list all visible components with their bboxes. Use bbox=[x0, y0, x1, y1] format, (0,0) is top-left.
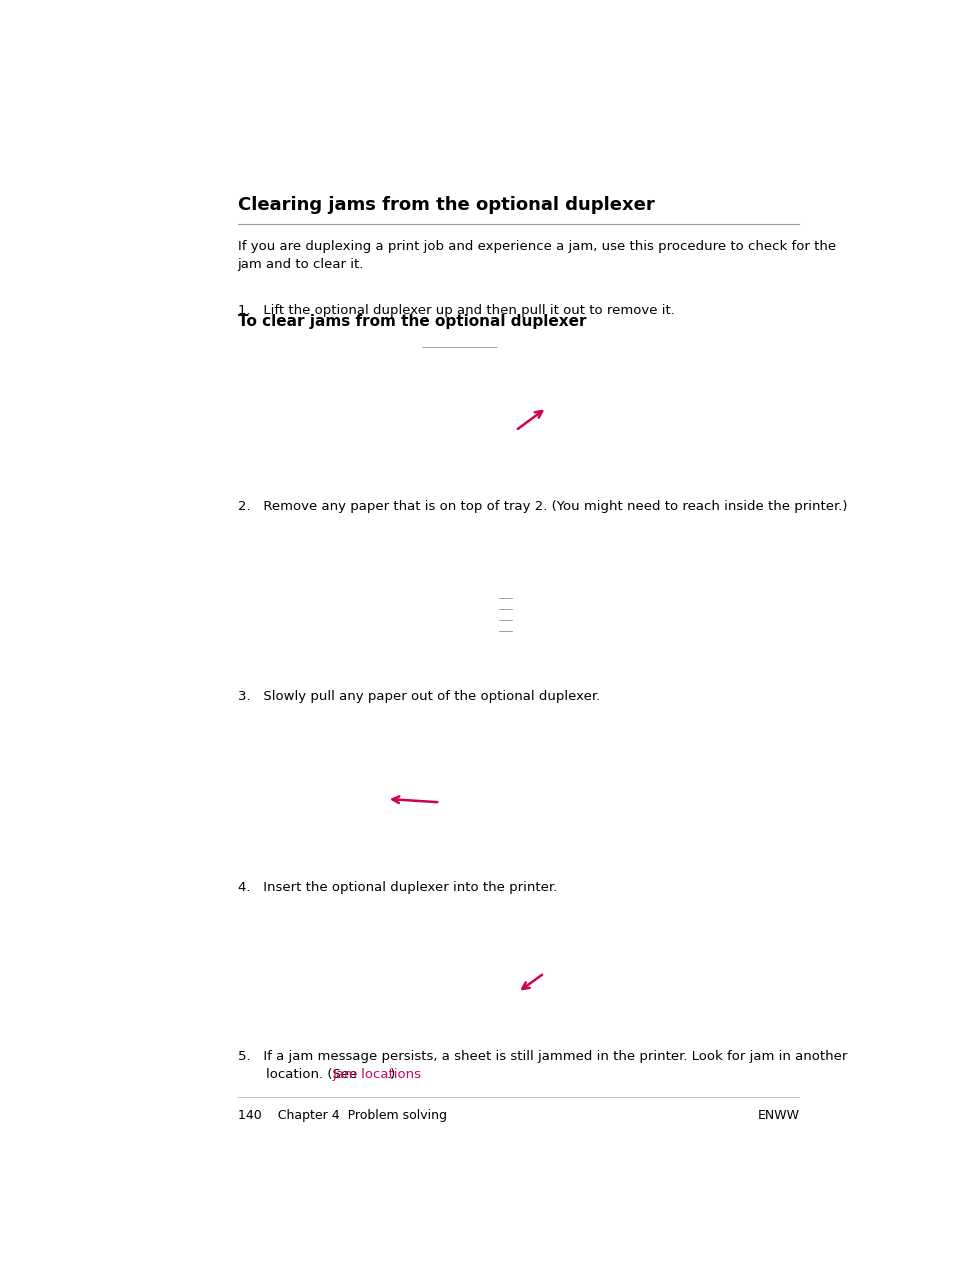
Text: 2.   Remove any paper that is on top of tray 2. (You might need to reach inside : 2. Remove any paper that is on top of tr… bbox=[237, 499, 846, 513]
FancyBboxPatch shape bbox=[355, 348, 577, 475]
Polygon shape bbox=[417, 922, 511, 1015]
Text: To clear jams from the optional duplexer: To clear jams from the optional duplexer bbox=[237, 314, 585, 329]
Polygon shape bbox=[462, 762, 551, 832]
Polygon shape bbox=[501, 418, 566, 447]
Polygon shape bbox=[511, 954, 555, 1010]
Text: .): .) bbox=[386, 1068, 395, 1081]
Polygon shape bbox=[417, 348, 511, 452]
Text: 5.   If a jam message persists, a sheet is still jammed in the printer. Look for: 5. If a jam message persists, a sheet is… bbox=[237, 1050, 846, 1063]
Text: ENWW: ENWW bbox=[757, 1109, 799, 1121]
Ellipse shape bbox=[429, 947, 480, 989]
Polygon shape bbox=[411, 556, 517, 654]
Polygon shape bbox=[551, 762, 561, 826]
Polygon shape bbox=[369, 777, 444, 795]
Text: If you are duplexing a print job and experience a jam, use this procedure to che: If you are duplexing a print job and exp… bbox=[237, 240, 835, 272]
Text: Jam locations: Jam locations bbox=[332, 1068, 420, 1081]
FancyBboxPatch shape bbox=[355, 922, 577, 1035]
Polygon shape bbox=[501, 984, 566, 1010]
Text: 140    Chapter 4  Problem solving: 140 Chapter 4 Problem solving bbox=[237, 1109, 446, 1121]
Text: 4.   Insert the optional duplexer into the printer.: 4. Insert the optional duplexer into the… bbox=[237, 881, 557, 894]
Text: location. (See: location. (See bbox=[265, 1068, 361, 1081]
Polygon shape bbox=[395, 789, 484, 818]
Polygon shape bbox=[526, 583, 558, 605]
Ellipse shape bbox=[429, 376, 480, 424]
Text: 1.   Lift the optional duplexer up and then pull it out to remove it.: 1. Lift the optional duplexer up and the… bbox=[237, 304, 674, 318]
Polygon shape bbox=[369, 803, 444, 823]
FancyBboxPatch shape bbox=[355, 742, 577, 853]
FancyBboxPatch shape bbox=[355, 546, 577, 668]
Ellipse shape bbox=[419, 582, 483, 630]
Text: Clearing jams from the optional duplexer: Clearing jams from the optional duplexer bbox=[237, 197, 654, 215]
Polygon shape bbox=[494, 593, 548, 617]
Polygon shape bbox=[511, 384, 555, 446]
Text: 3.   Slowly pull any paper out of the optional duplexer.: 3. Slowly pull any paper out of the opti… bbox=[237, 691, 599, 704]
